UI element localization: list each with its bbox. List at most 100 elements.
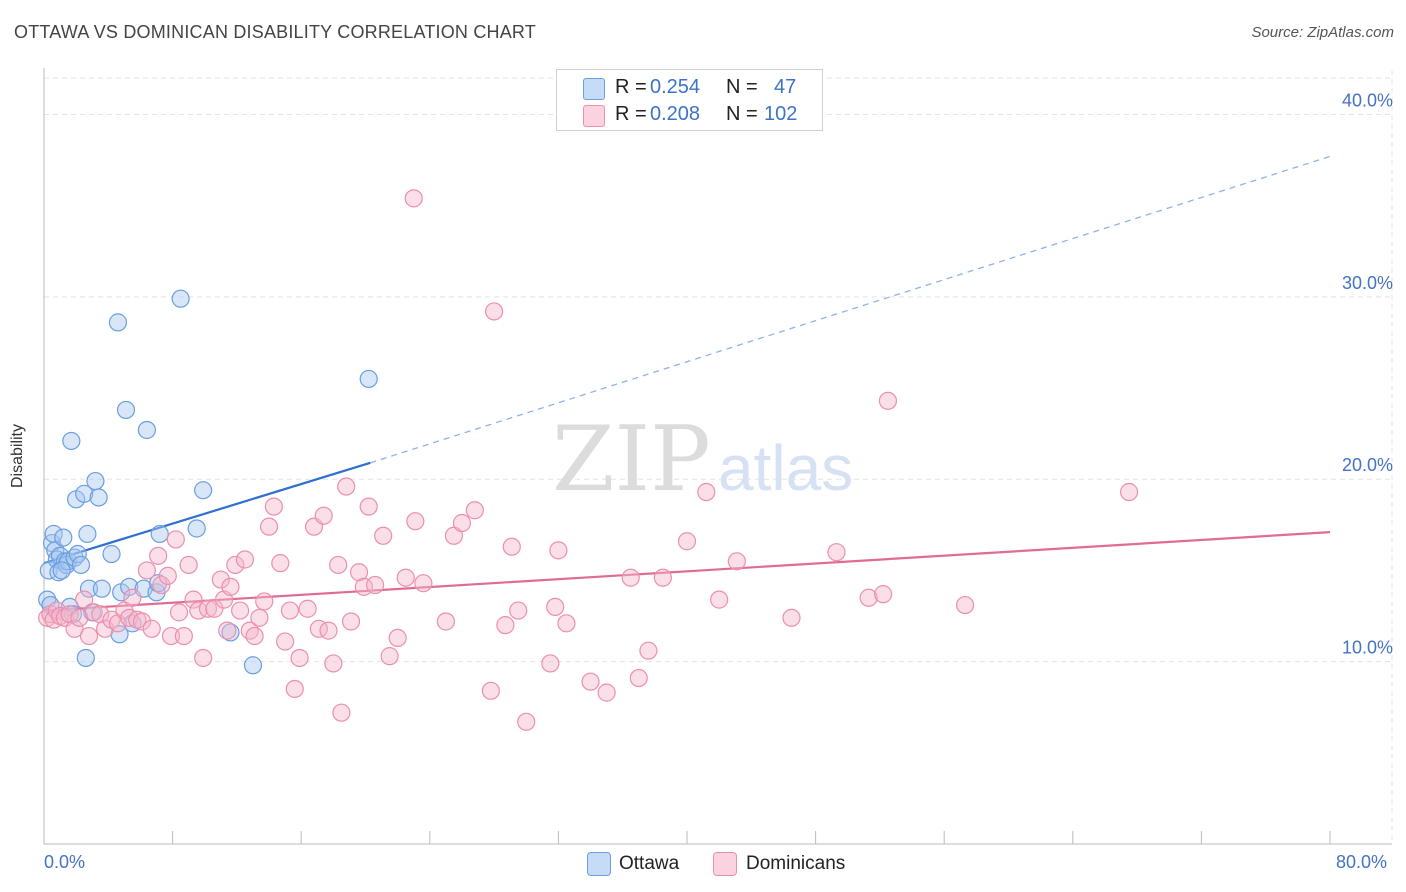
point-ottawa <box>75 484 94 503</box>
point-dominicans <box>84 603 103 622</box>
legend-n-label: N = <box>726 103 758 125</box>
point-dominicans <box>557 614 576 633</box>
point-dominicans <box>298 599 317 618</box>
point-dominicans <box>697 482 716 502</box>
point-dominicans <box>137 561 156 580</box>
point-dominicans <box>341 612 361 631</box>
chart-title: OTTAWA VS DOMINICAN DISABILITY CORRELATI… <box>14 22 537 42</box>
point-dominicans <box>259 517 279 536</box>
legend-r-value: 0.254 <box>650 76 701 98</box>
point-dominicans <box>359 497 378 516</box>
point-dominicans <box>349 563 369 582</box>
x-tick-label-min: 0.0% <box>44 852 86 872</box>
trend-lines <box>43 155 1331 612</box>
point-dominicans <box>231 601 250 620</box>
point-dominicans <box>629 668 648 688</box>
point-dominicans <box>337 477 356 496</box>
series-legend-swatch-ottawa <box>587 852 611 876</box>
x-tick-label-max: 80.0% <box>1336 852 1388 872</box>
point-dominicans <box>65 619 84 638</box>
point-dominicans <box>653 568 672 587</box>
point-dominicans <box>211 570 230 589</box>
legend-r-label: R = <box>615 103 647 125</box>
point-dominicans <box>452 513 472 533</box>
point-dominicans <box>878 391 898 410</box>
point-dominicans <box>314 506 333 525</box>
legend-r-label: R = <box>615 76 647 98</box>
point-dominicans <box>161 626 181 646</box>
point-dominicans <box>546 597 565 617</box>
point-ottawa <box>150 524 169 544</box>
point-dominicans <box>132 612 152 631</box>
point-dominicans <box>955 595 975 615</box>
point-dominicans <box>677 532 697 551</box>
watermark-atlas: atlas <box>718 432 853 504</box>
legend-n-label: N = <box>726 76 758 98</box>
point-dominicans <box>158 566 177 586</box>
point-dominicans <box>502 537 521 556</box>
point-dominicans <box>1119 482 1139 502</box>
point-dominicans <box>123 588 142 607</box>
point-dominicans <box>639 641 658 660</box>
point-ottawa <box>92 579 111 598</box>
point-dominicans <box>240 621 259 640</box>
point-dominicans <box>710 590 729 609</box>
point-ottawa <box>120 577 139 596</box>
watermark-zip: ZIP <box>552 407 711 512</box>
point-ottawa <box>86 471 105 491</box>
point-dominicans <box>366 575 385 595</box>
point-ottawa <box>359 369 378 389</box>
point-dominicans <box>166 530 185 549</box>
legend-swatch-ottawa <box>583 78 605 100</box>
data-points <box>38 189 1139 731</box>
point-dominicans <box>149 546 168 565</box>
point-ottawa <box>79 579 99 598</box>
trend-line-extension-ottawa <box>370 155 1331 464</box>
point-dominicans <box>874 585 893 604</box>
point-dominicans <box>179 555 198 575</box>
point-dominicans <box>91 605 110 624</box>
point-dominicans <box>549 541 568 560</box>
point-ottawa <box>187 519 206 538</box>
point-dominicans <box>264 497 283 516</box>
point-dominicans <box>859 588 878 607</box>
series-legend-label-dominicans: Dominicans <box>746 853 846 874</box>
legend-r-value: 0.208 <box>650 103 701 125</box>
point-dominicans <box>194 648 213 668</box>
point-dominicans <box>226 555 245 575</box>
point-ottawa <box>243 656 263 675</box>
point-ottawa <box>76 648 95 668</box>
point-dominicans <box>79 626 99 646</box>
point-ottawa <box>116 400 136 420</box>
point-ottawa <box>89 488 108 507</box>
point-dominicans <box>285 679 304 699</box>
point-ottawa <box>108 313 128 332</box>
point-dominicans <box>280 601 300 620</box>
legend-n-value: 47 <box>774 76 797 98</box>
point-dominicans <box>414 574 433 593</box>
point-dominicans <box>218 621 237 640</box>
point-dominicans <box>481 681 500 700</box>
legend-n-value: 102 <box>764 103 798 125</box>
y-tick-label: 20.0% <box>1342 455 1393 475</box>
point-ottawa <box>52 561 71 580</box>
point-dominicans <box>198 599 218 618</box>
series-legend-label-ottawa: Ottawa <box>619 853 680 874</box>
point-ottawa <box>68 544 87 564</box>
point-dominicans <box>169 603 189 622</box>
point-dominicans <box>276 632 295 651</box>
point-dominicans <box>290 648 309 668</box>
point-ottawa <box>221 623 240 642</box>
point-dominicans <box>406 512 425 531</box>
point-ottawa <box>149 574 168 593</box>
point-dominicans <box>404 189 423 208</box>
point-ottawa <box>54 528 73 547</box>
point-ottawa <box>102 544 121 564</box>
point-dominicans <box>255 592 274 611</box>
point-dominicans <box>250 608 269 627</box>
point-dominicans <box>621 568 640 587</box>
point-dominicans <box>174 626 193 646</box>
y-tick-label: 10.0% <box>1342 638 1393 658</box>
point-dominicans <box>319 621 338 640</box>
point-dominicans <box>324 654 343 673</box>
